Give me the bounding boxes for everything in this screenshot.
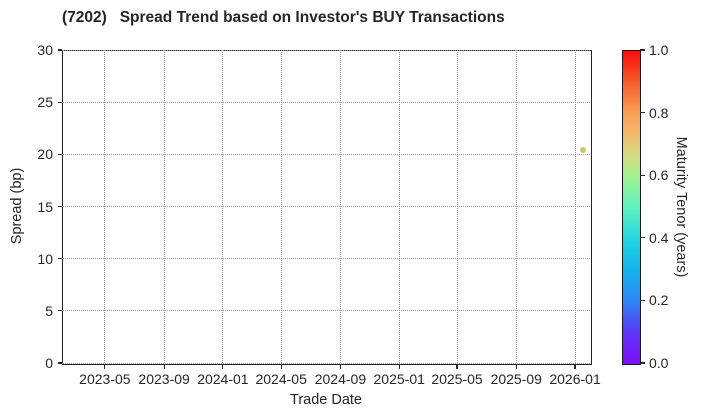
gridline-v xyxy=(280,50,282,363)
colorbar-label: Maturity Tenor (years) xyxy=(673,136,689,278)
gridline-v xyxy=(339,50,341,363)
y-tick-mark xyxy=(57,153,62,155)
x-tick-mark xyxy=(163,364,165,369)
x-axis-label: Trade Date xyxy=(290,392,362,408)
x-tick-label: 2024-05 xyxy=(255,371,307,387)
x-tick-label: 2025-05 xyxy=(431,371,483,387)
gridline-h xyxy=(62,153,590,155)
gridline-v xyxy=(515,50,517,363)
gridline-h xyxy=(62,101,590,103)
x-tick-mark xyxy=(456,364,458,369)
colorbar-tick-mark xyxy=(640,299,645,301)
gridline-v xyxy=(104,50,106,363)
y-tick-label: 5 xyxy=(45,302,53,319)
y-tick-mark xyxy=(57,310,62,312)
y-tick-label: 0 xyxy=(45,355,53,371)
colorbar-tick-mark xyxy=(640,174,645,176)
x-tick-mark xyxy=(280,364,282,369)
gridline-v xyxy=(222,50,224,363)
y-tick-label: 15 xyxy=(37,198,53,215)
gridline-v xyxy=(574,50,576,363)
y-tick-mark xyxy=(57,362,62,364)
colorbar-tick-mark xyxy=(640,49,645,51)
x-tick-label: 2024-01 xyxy=(197,371,249,387)
y-tick-label: 20 xyxy=(37,146,53,163)
x-tick-mark xyxy=(574,364,576,369)
x-tick-label: 2025-09 xyxy=(490,371,542,387)
gridline-h xyxy=(62,362,590,364)
gridline-h xyxy=(62,206,590,207)
gridline-v xyxy=(456,50,458,363)
x-tick-mark xyxy=(398,364,400,369)
colorbar-tick-label: 0.4 xyxy=(649,229,669,246)
x-tick-label: 2024-09 xyxy=(314,371,367,387)
x-tick-label: 2023-05 xyxy=(79,371,131,387)
gridline-v xyxy=(398,50,400,363)
x-tick-label: 2023-09 xyxy=(138,371,190,387)
colorbar-tick-mark xyxy=(640,362,645,364)
gridline-h xyxy=(62,49,590,51)
y-tick-label: 30 xyxy=(37,42,53,58)
colorbar xyxy=(622,50,641,365)
y-tick-label: 25 xyxy=(37,94,53,111)
x-tick-mark xyxy=(515,364,517,369)
x-tick-label: 2026-01 xyxy=(549,371,601,387)
colorbar-tick-label: 0.2 xyxy=(649,292,669,309)
chart-title: (7202) Spread Trend based on Investor's … xyxy=(62,9,505,26)
x-tick-mark xyxy=(104,364,106,369)
colorbar-tick-mark xyxy=(640,112,645,114)
y-tick-mark xyxy=(57,258,62,260)
gridline-v xyxy=(163,50,165,363)
gridline-h xyxy=(62,258,590,260)
x-tick-mark xyxy=(339,364,342,369)
y-tick-mark xyxy=(57,49,62,51)
gridline-h xyxy=(62,310,590,312)
plot-area xyxy=(62,50,592,365)
colorbar-tick-label: 0.0 xyxy=(649,355,669,371)
colorbar-tick-mark xyxy=(640,237,645,239)
scatter-point xyxy=(579,147,586,154)
y-tick-mark xyxy=(57,101,62,103)
y-tick-label: 10 xyxy=(37,250,53,267)
colorbar-tick-label: 0.6 xyxy=(649,167,669,184)
colorbar-tick-label: 0.8 xyxy=(649,104,669,121)
y-tick-mark xyxy=(57,205,62,208)
x-tick-mark xyxy=(222,364,224,369)
x-tick-label: 2025-01 xyxy=(373,371,425,387)
colorbar-tick-label: 1.0 xyxy=(649,42,669,58)
